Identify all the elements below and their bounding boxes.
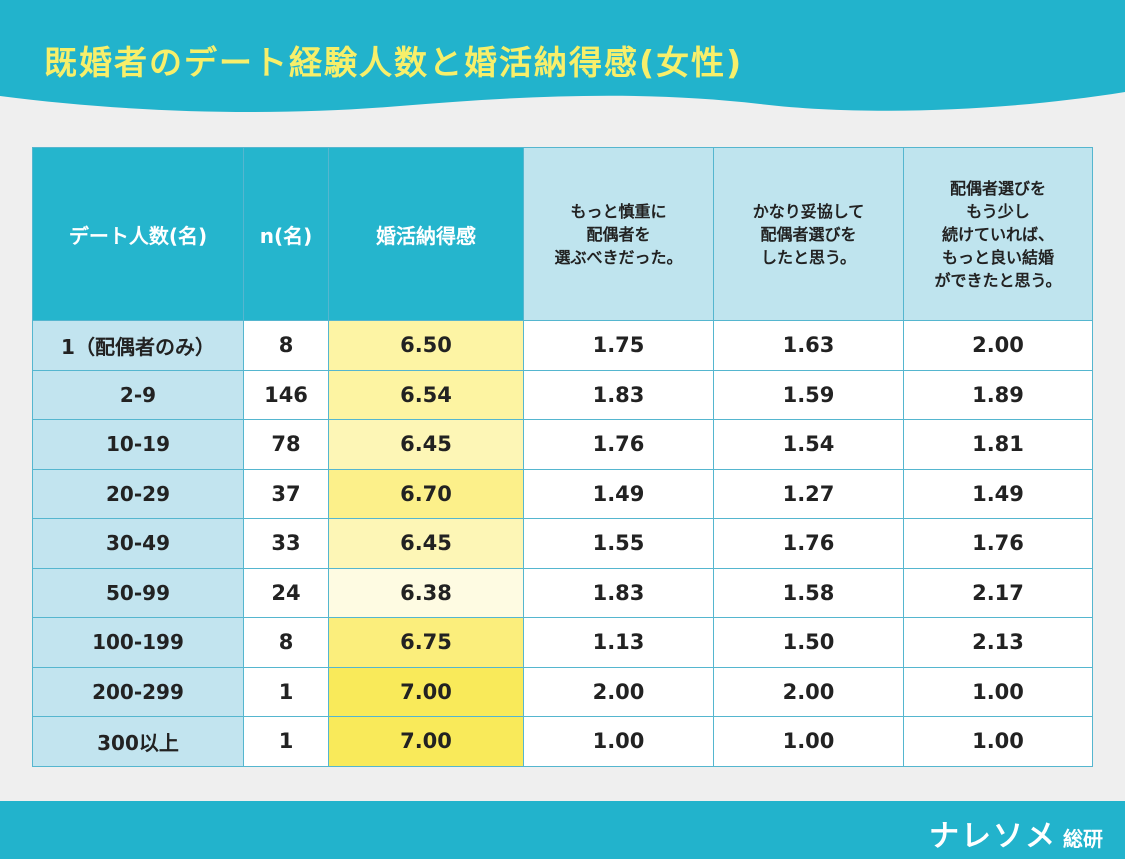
column-header-continue: 配偶者選びを もう少し 続けていれば、 もっと良い結婚 ができたと思う。 <box>903 147 1093 321</box>
cell-careful: 1.75 <box>523 320 714 371</box>
cell-satisfaction: 6.75 <box>328 617 524 668</box>
cell-date-count: 30-49 <box>32 518 244 569</box>
cell-compromise: 1.58 <box>713 567 904 618</box>
cell-satisfaction: 7.00 <box>328 666 524 717</box>
table-row: 100-199 8 6.75 1.13 1.50 2.13 <box>32 617 1093 668</box>
cell-compromise: 1.54 <box>713 419 904 470</box>
cell-careful: 1.76 <box>523 419 714 470</box>
cell-n: 37 <box>243 468 329 519</box>
cell-date-count: 20-29 <box>32 468 244 519</box>
cell-continue: 1.00 <box>903 666 1093 717</box>
table-row: 1（配偶者のみ） 8 6.50 1.75 1.63 2.00 <box>32 320 1093 371</box>
brand-logo: ナレソメ 総研 <box>929 811 1103 855</box>
table-header-row: デート人数(名) n(名) 婚活納得感 もっと慎重に 配偶者を 選ぶべきだった。 か… <box>32 147 1093 321</box>
cell-satisfaction: 6.50 <box>328 320 524 371</box>
table-row: 20-29 37 6.70 1.49 1.27 1.49 <box>32 468 1093 519</box>
data-table: デート人数(名) n(名) 婚活納得感 もっと慎重に 配偶者を 選ぶべきだった。 か… <box>32 147 1093 767</box>
cell-n: 1 <box>243 666 329 717</box>
cell-continue: 1.49 <box>903 468 1093 519</box>
cell-careful: 1.00 <box>523 716 714 767</box>
cell-date-count: 300以上 <box>32 716 244 767</box>
cell-compromise: 1.27 <box>713 468 904 519</box>
cell-careful: 1.55 <box>523 518 714 569</box>
cell-date-count: 2-9 <box>32 369 244 420</box>
cell-satisfaction: 6.70 <box>328 468 524 519</box>
cell-satisfaction: 6.45 <box>328 419 524 470</box>
column-header-compromise: かなり妥協して 配偶者選びを したと思う。 <box>713 147 904 321</box>
cell-date-count: 10-19 <box>32 419 244 470</box>
column-header-careful: もっと慎重に 配偶者を 選ぶべきだった。 <box>523 147 714 321</box>
cell-compromise: 1.59 <box>713 369 904 420</box>
column-header-n: n(名) <box>243 147 329 321</box>
cell-compromise: 2.00 <box>713 666 904 717</box>
logo-suffix: 総研 <box>1063 827 1103 851</box>
table-row: 300以上 1 7.00 1.00 1.00 1.00 <box>32 716 1093 767</box>
cell-continue: 2.00 <box>903 320 1093 371</box>
cell-n: 1 <box>243 716 329 767</box>
page-title: 既婚者のデート経験人数と婚活納得感(女性) <box>44 43 744 82</box>
cell-n: 8 <box>243 320 329 371</box>
cell-careful: 2.00 <box>523 666 714 717</box>
cell-continue: 2.13 <box>903 617 1093 668</box>
footer-bar: ナレソメ 総研 <box>0 801 1125 859</box>
cell-date-count: 200-299 <box>32 666 244 717</box>
cell-satisfaction: 7.00 <box>328 716 524 767</box>
table-row: 2-9 146 6.54 1.83 1.59 1.89 <box>32 369 1093 420</box>
cell-continue: 2.17 <box>903 567 1093 618</box>
cell-continue: 1.00 <box>903 716 1093 767</box>
cell-satisfaction: 6.38 <box>328 567 524 618</box>
column-header-satisfaction: 婚活納得感 <box>328 147 524 321</box>
table-row: 200-299 1 7.00 2.00 2.00 1.00 <box>32 666 1093 717</box>
cell-continue: 1.89 <box>903 369 1093 420</box>
cell-careful: 1.13 <box>523 617 714 668</box>
cell-satisfaction: 6.45 <box>328 518 524 569</box>
header-banner: 既婚者のデート経験人数と婚活納得感(女性) <box>0 0 1125 118</box>
cell-compromise: 1.00 <box>713 716 904 767</box>
logo-name: ナレソメ <box>929 819 1057 854</box>
cell-date-count: 100-199 <box>32 617 244 668</box>
cell-careful: 1.83 <box>523 369 714 420</box>
cell-n: 146 <box>243 369 329 420</box>
cell-careful: 1.49 <box>523 468 714 519</box>
cell-compromise: 1.76 <box>713 518 904 569</box>
cell-n: 78 <box>243 419 329 470</box>
table-body: 1（配偶者のみ） 8 6.50 1.75 1.63 2.00 2-9 146 6.54 1.83 1… <box>32 320 1093 767</box>
cell-continue: 1.81 <box>903 419 1093 470</box>
cell-n: 33 <box>243 518 329 569</box>
table-row: 10-19 78 6.45 1.76 1.54 1.81 <box>32 419 1093 470</box>
cell-date-count: 1（配偶者のみ） <box>32 320 244 371</box>
cell-n: 8 <box>243 617 329 668</box>
table-row: 50-99 24 6.38 1.83 1.58 2.17 <box>32 567 1093 618</box>
cell-careful: 1.83 <box>523 567 714 618</box>
cell-satisfaction: 6.54 <box>328 369 524 420</box>
cell-compromise: 1.63 <box>713 320 904 371</box>
column-header-date-count: デート人数(名) <box>32 147 244 321</box>
cell-compromise: 1.50 <box>713 617 904 668</box>
cell-continue: 1.76 <box>903 518 1093 569</box>
table-row: 30-49 33 6.45 1.55 1.76 1.76 <box>32 518 1093 569</box>
data-table-container: デート人数(名) n(名) 婚活納得感 もっと慎重に 配偶者を 選ぶべきだった。 か… <box>32 147 1093 767</box>
cell-date-count: 50-99 <box>32 567 244 618</box>
cell-n: 24 <box>243 567 329 618</box>
header-wave-shape <box>0 0 1125 112</box>
